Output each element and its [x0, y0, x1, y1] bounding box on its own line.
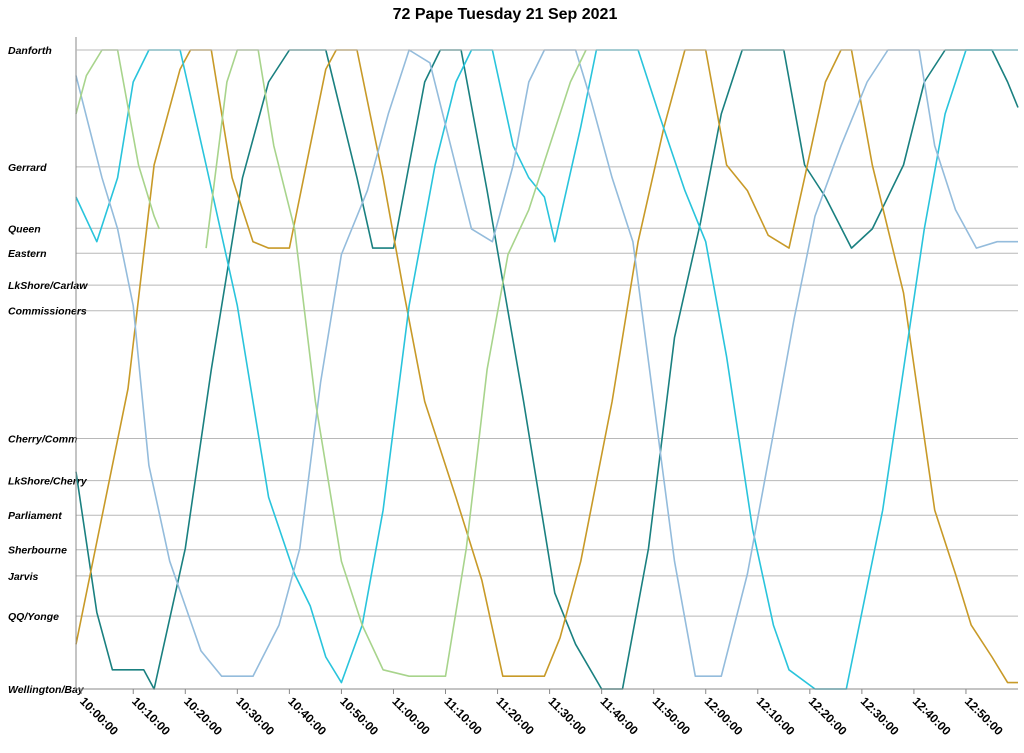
time-label: 12:50:00	[962, 694, 1006, 738]
series	[75, 49, 1019, 690]
time-label: 10:30:00	[233, 694, 277, 738]
stop-label: Jarvis	[8, 571, 39, 583]
stop-label: Sherbourne	[8, 545, 67, 557]
vehicle-trace-2	[75, 49, 1018, 684]
plot-frame	[75, 37, 1018, 690]
stop-label: Danforth	[8, 45, 52, 57]
time-label: 11:30:00	[545, 694, 589, 738]
vehicle-trace-3	[75, 49, 1018, 690]
time-label: 10:20:00	[181, 694, 225, 738]
vehicle-trace-4	[75, 49, 1018, 678]
time-label: 11:20:00	[493, 694, 537, 738]
time-label: 12:20:00	[806, 694, 850, 738]
stop-label: QQ/Yonge	[8, 611, 59, 623]
stop-label: Eastern	[8, 248, 47, 260]
time-label: 12:30:00	[858, 694, 902, 738]
time-label: 10:10:00	[129, 694, 173, 738]
time-labels: 10:00:00 10:10:00 10:20:00 10:30:00 10:40:00…	[77, 689, 1006, 738]
stop-label: LkShore/Cherry	[8, 476, 88, 488]
vehicle-trace-5-part-2	[205, 49, 587, 678]
vehicle-trace-5-part-1	[75, 49, 161, 230]
time-label: 11:40:00	[598, 694, 642, 738]
time-label: 10:00:00	[77, 694, 121, 738]
stop-labels: Danforth Gerrard Queen Eastern LkShore/Carla…	[8, 45, 88, 696]
time-label: 12:10:00	[754, 694, 798, 738]
stop-label: Gerrard	[8, 162, 47, 174]
vehicle-trace-1	[75, 49, 1019, 690]
time-label: 11:10:00	[441, 694, 485, 738]
chart-title: 72 Pape Tuesday 21 Sep 2021	[393, 6, 618, 23]
time-label: 10:50:00	[337, 694, 381, 738]
stop-label: Cherry/Comm	[8, 434, 77, 446]
time-label: 11:50:00	[650, 694, 694, 738]
time-label: 10:40:00	[285, 694, 329, 738]
time-label: 12:00:00	[702, 694, 746, 738]
stop-label: Commissioners	[8, 306, 87, 318]
time-label: 11:00:00	[389, 694, 433, 738]
stop-label: LkShore/Carlaw	[8, 280, 88, 292]
stop-label: Queen	[8, 223, 41, 235]
stop-label: Parliament	[8, 510, 62, 522]
time-label: 12:40:00	[910, 694, 954, 738]
stop-label: Wellington/Bay	[8, 684, 85, 696]
